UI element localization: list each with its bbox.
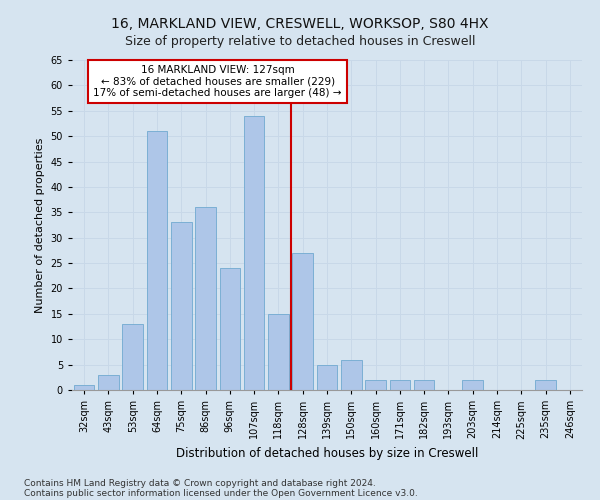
- Bar: [74, 385, 94, 390]
- Bar: [268, 314, 289, 390]
- Bar: [220, 268, 240, 390]
- Bar: [365, 380, 386, 390]
- Text: Contains HM Land Registry data © Crown copyright and database right 2024.: Contains HM Land Registry data © Crown c…: [24, 478, 376, 488]
- X-axis label: Distribution of detached houses by size in Creswell: Distribution of detached houses by size …: [176, 447, 478, 460]
- Bar: [122, 324, 143, 390]
- Bar: [195, 207, 216, 390]
- Bar: [317, 364, 337, 390]
- Text: 16, MARKLAND VIEW, CRESWELL, WORKSOP, S80 4HX: 16, MARKLAND VIEW, CRESWELL, WORKSOP, S8…: [111, 18, 489, 32]
- Bar: [171, 222, 191, 390]
- Bar: [535, 380, 556, 390]
- Bar: [463, 380, 483, 390]
- Bar: [341, 360, 362, 390]
- Bar: [98, 375, 119, 390]
- Bar: [414, 380, 434, 390]
- Text: 16 MARKLAND VIEW: 127sqm
← 83% of detached houses are smaller (229)
17% of semi-: 16 MARKLAND VIEW: 127sqm ← 83% of detach…: [94, 65, 342, 98]
- Bar: [244, 116, 265, 390]
- Text: Contains public sector information licensed under the Open Government Licence v3: Contains public sector information licen…: [24, 488, 418, 498]
- Bar: [146, 131, 167, 390]
- Text: Size of property relative to detached houses in Creswell: Size of property relative to detached ho…: [125, 35, 475, 48]
- Bar: [292, 253, 313, 390]
- Bar: [389, 380, 410, 390]
- Y-axis label: Number of detached properties: Number of detached properties: [35, 138, 45, 312]
